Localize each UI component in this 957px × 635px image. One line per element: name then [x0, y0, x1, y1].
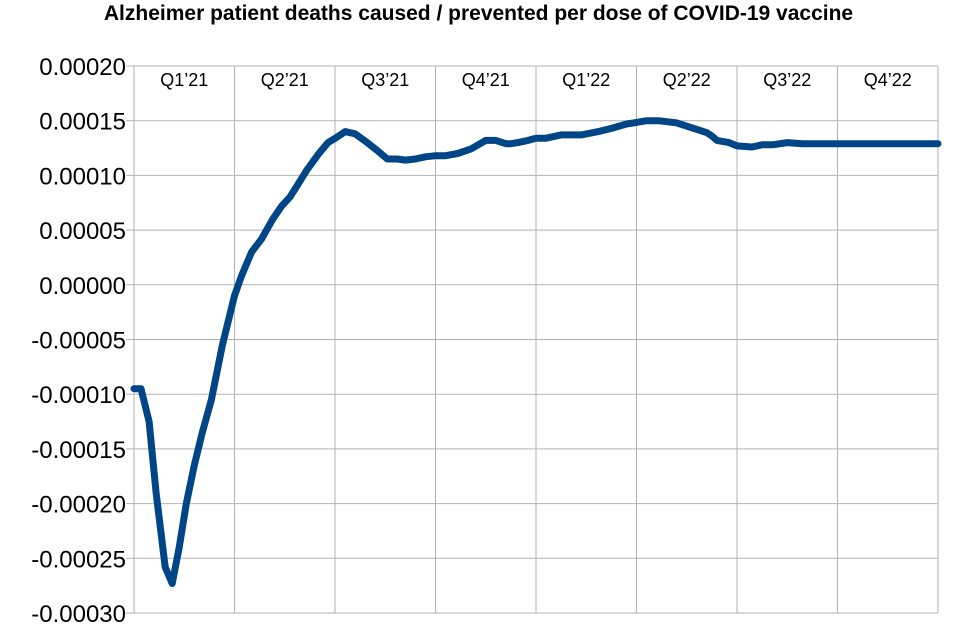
- series-line: [130, 117, 942, 587]
- y-tick-label: -0.00030: [31, 601, 126, 628]
- x-category-label: Q2’21: [261, 70, 309, 90]
- x-category-label: Q4’22: [864, 70, 912, 90]
- x-category-label: Q3’22: [763, 70, 811, 90]
- x-category-label: Q1’22: [562, 70, 610, 90]
- y-tick-label: -0.00020: [31, 492, 126, 519]
- x-category-label: Q3’21: [361, 70, 409, 90]
- chart-title: Alzheimer patient deaths caused / preven…: [103, 2, 854, 25]
- y-tick-label: -0.00010: [31, 382, 126, 409]
- x-category-label: Q2’22: [663, 70, 711, 90]
- x-axis-category-labels: Q1’21 Q2’21 Q3’21 Q4’21 Q1’22 Q2’22 Q3’22 Q4’22: [160, 70, 912, 90]
- y-tick-label: -0.00025: [31, 546, 126, 573]
- y-tick-label: 0.00000: [39, 273, 126, 300]
- y-tick-label: 0.00010: [39, 163, 126, 190]
- y-tick-label: -0.00015: [31, 437, 126, 464]
- gridlines: [126, 65, 939, 614]
- x-category-label: Q4’21: [462, 70, 510, 90]
- y-axis-tick-labels: -0.00030 -0.00025 -0.00020 -0.00015 -0.00010…: [31, 54, 126, 628]
- y-tick-label: 0.00005: [39, 218, 126, 245]
- y-tick-label: -0.00005: [31, 328, 126, 355]
- x-category-label: Q1’21: [160, 70, 208, 90]
- y-tick-label: 0.00020: [39, 54, 126, 81]
- series-lines: [130, 117, 942, 587]
- y-tick-label: 0.00015: [39, 109, 126, 136]
